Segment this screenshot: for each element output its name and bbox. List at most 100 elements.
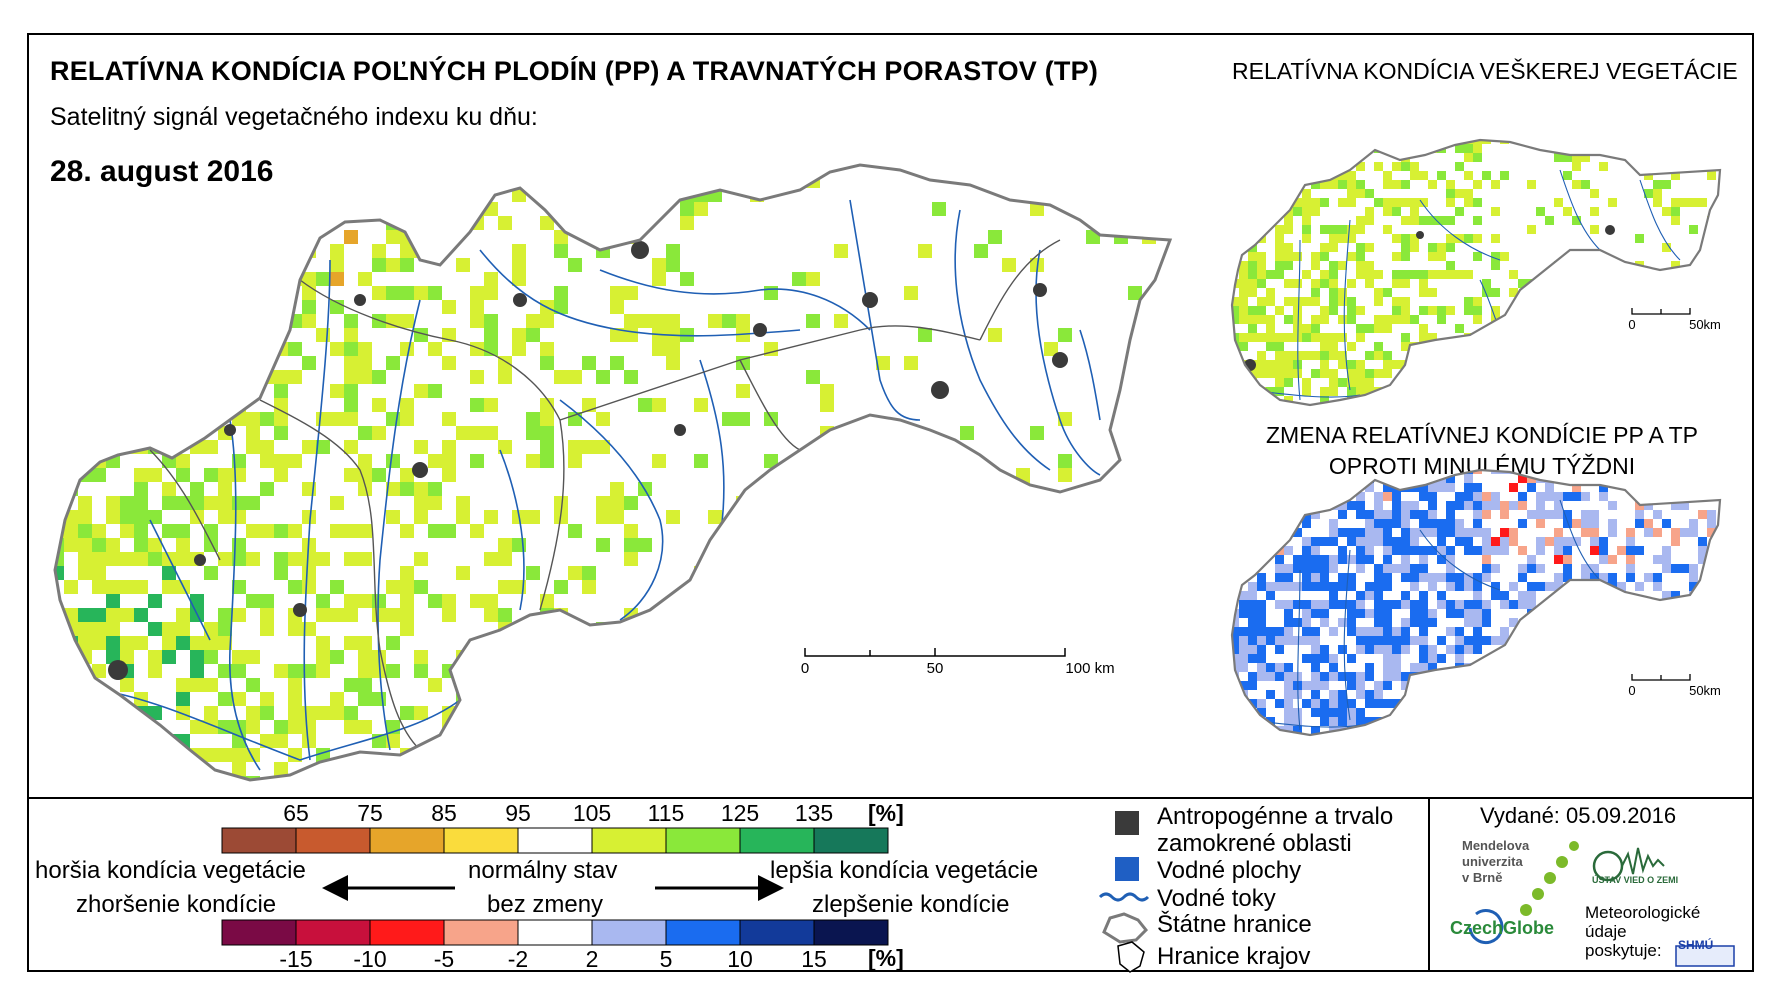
map-cell xyxy=(1284,216,1293,225)
meteo-line1: Meteorologické xyxy=(1585,903,1701,922)
map-cell xyxy=(1392,279,1401,288)
map-cell xyxy=(1410,396,1419,405)
map-cell xyxy=(1392,645,1401,654)
map-cell xyxy=(1284,279,1293,288)
map-cell xyxy=(1302,405,1311,414)
map-cell xyxy=(1464,360,1473,369)
map-cell xyxy=(1275,699,1284,708)
map-cell xyxy=(1232,699,1239,708)
map-cell xyxy=(1437,735,1446,744)
condTicks-label-6: 125 xyxy=(720,800,760,826)
map-cell xyxy=(708,580,722,594)
map-cell xyxy=(1266,198,1275,207)
map-cell xyxy=(218,482,232,496)
map-cell xyxy=(1671,591,1680,600)
map-cell xyxy=(162,244,176,258)
map-cell xyxy=(1671,564,1680,573)
map-cell xyxy=(1401,297,1410,306)
map-cell xyxy=(1608,519,1617,528)
map-cell xyxy=(624,188,638,202)
map-cell xyxy=(1374,636,1383,645)
map-cell xyxy=(64,580,78,594)
map-cell xyxy=(1257,351,1266,360)
map-cell xyxy=(1329,708,1338,717)
map-cell xyxy=(1383,405,1392,414)
map-cell xyxy=(666,258,680,272)
map-cell xyxy=(610,482,624,496)
map-cell xyxy=(344,230,358,244)
map-cell xyxy=(540,356,554,370)
map-cell xyxy=(1284,252,1293,261)
map-cell xyxy=(1527,636,1536,645)
map-cell xyxy=(1563,537,1572,546)
map-cell xyxy=(1365,663,1374,672)
map-cell xyxy=(1002,552,1016,566)
map-cell xyxy=(1536,564,1545,573)
map-cell xyxy=(1257,726,1266,735)
map-cell xyxy=(1545,735,1554,744)
map-cell xyxy=(1170,258,1184,272)
map-cell xyxy=(1455,162,1464,171)
map-cell xyxy=(414,482,428,496)
map-cell xyxy=(372,258,386,272)
map-cell xyxy=(1320,681,1329,690)
map-cell xyxy=(330,650,344,664)
map-cell xyxy=(1401,144,1410,153)
map-cell xyxy=(1617,582,1626,591)
main-scale-label-50: 50 xyxy=(926,660,944,677)
map-cell xyxy=(1635,717,1644,726)
map-cell xyxy=(1536,501,1545,510)
map-cell xyxy=(1437,519,1446,528)
map-cell xyxy=(1428,252,1437,261)
map-cell xyxy=(1419,600,1428,609)
map-cell xyxy=(162,650,176,664)
map-cell xyxy=(1365,717,1374,726)
map-cell xyxy=(554,230,568,244)
map-cell xyxy=(1232,618,1239,627)
map-cell xyxy=(1058,468,1072,482)
map-cell xyxy=(540,636,554,650)
map-cell xyxy=(386,230,400,244)
map-cell xyxy=(442,440,456,454)
map-cell xyxy=(106,608,120,622)
map-cell xyxy=(918,552,932,566)
map-cell xyxy=(1554,600,1563,609)
map-cell xyxy=(92,706,106,720)
map-cell xyxy=(1653,470,1662,474)
map-cell xyxy=(1293,582,1302,591)
map-cell xyxy=(736,384,750,398)
map-cell xyxy=(1347,140,1356,144)
map-cell xyxy=(1428,717,1437,726)
map-cell xyxy=(1608,618,1617,627)
map-cell xyxy=(1509,600,1518,609)
map-cell xyxy=(1347,672,1356,681)
map-cell xyxy=(1410,234,1419,243)
map-cell xyxy=(722,314,736,328)
map-cell xyxy=(176,608,190,622)
map-cell xyxy=(526,734,540,748)
map-cell xyxy=(1383,600,1392,609)
map-cell xyxy=(1347,279,1356,288)
map-cell xyxy=(92,734,106,748)
map-cell xyxy=(246,426,260,440)
map-cell xyxy=(1248,492,1257,501)
map-cell xyxy=(1401,672,1410,681)
map-cell xyxy=(1437,306,1446,315)
map-cell xyxy=(1491,582,1500,591)
map-cell xyxy=(148,314,162,328)
map-cell xyxy=(1329,663,1338,672)
map-cell xyxy=(1617,735,1626,744)
map-cell xyxy=(78,202,92,216)
map-cell xyxy=(246,300,260,314)
map-cell xyxy=(1302,519,1311,528)
map-cell xyxy=(1383,324,1392,333)
meteo-provider-text: Meteorologické údaje poskytuje: xyxy=(1585,903,1700,960)
map-cell xyxy=(1356,501,1365,510)
map-cell xyxy=(1232,216,1239,225)
map-cell xyxy=(1284,564,1293,573)
map-cell xyxy=(1248,474,1257,483)
map-cell xyxy=(442,412,456,426)
map-cell xyxy=(1311,672,1320,681)
map-cell xyxy=(610,356,624,370)
map-cell xyxy=(372,286,386,300)
